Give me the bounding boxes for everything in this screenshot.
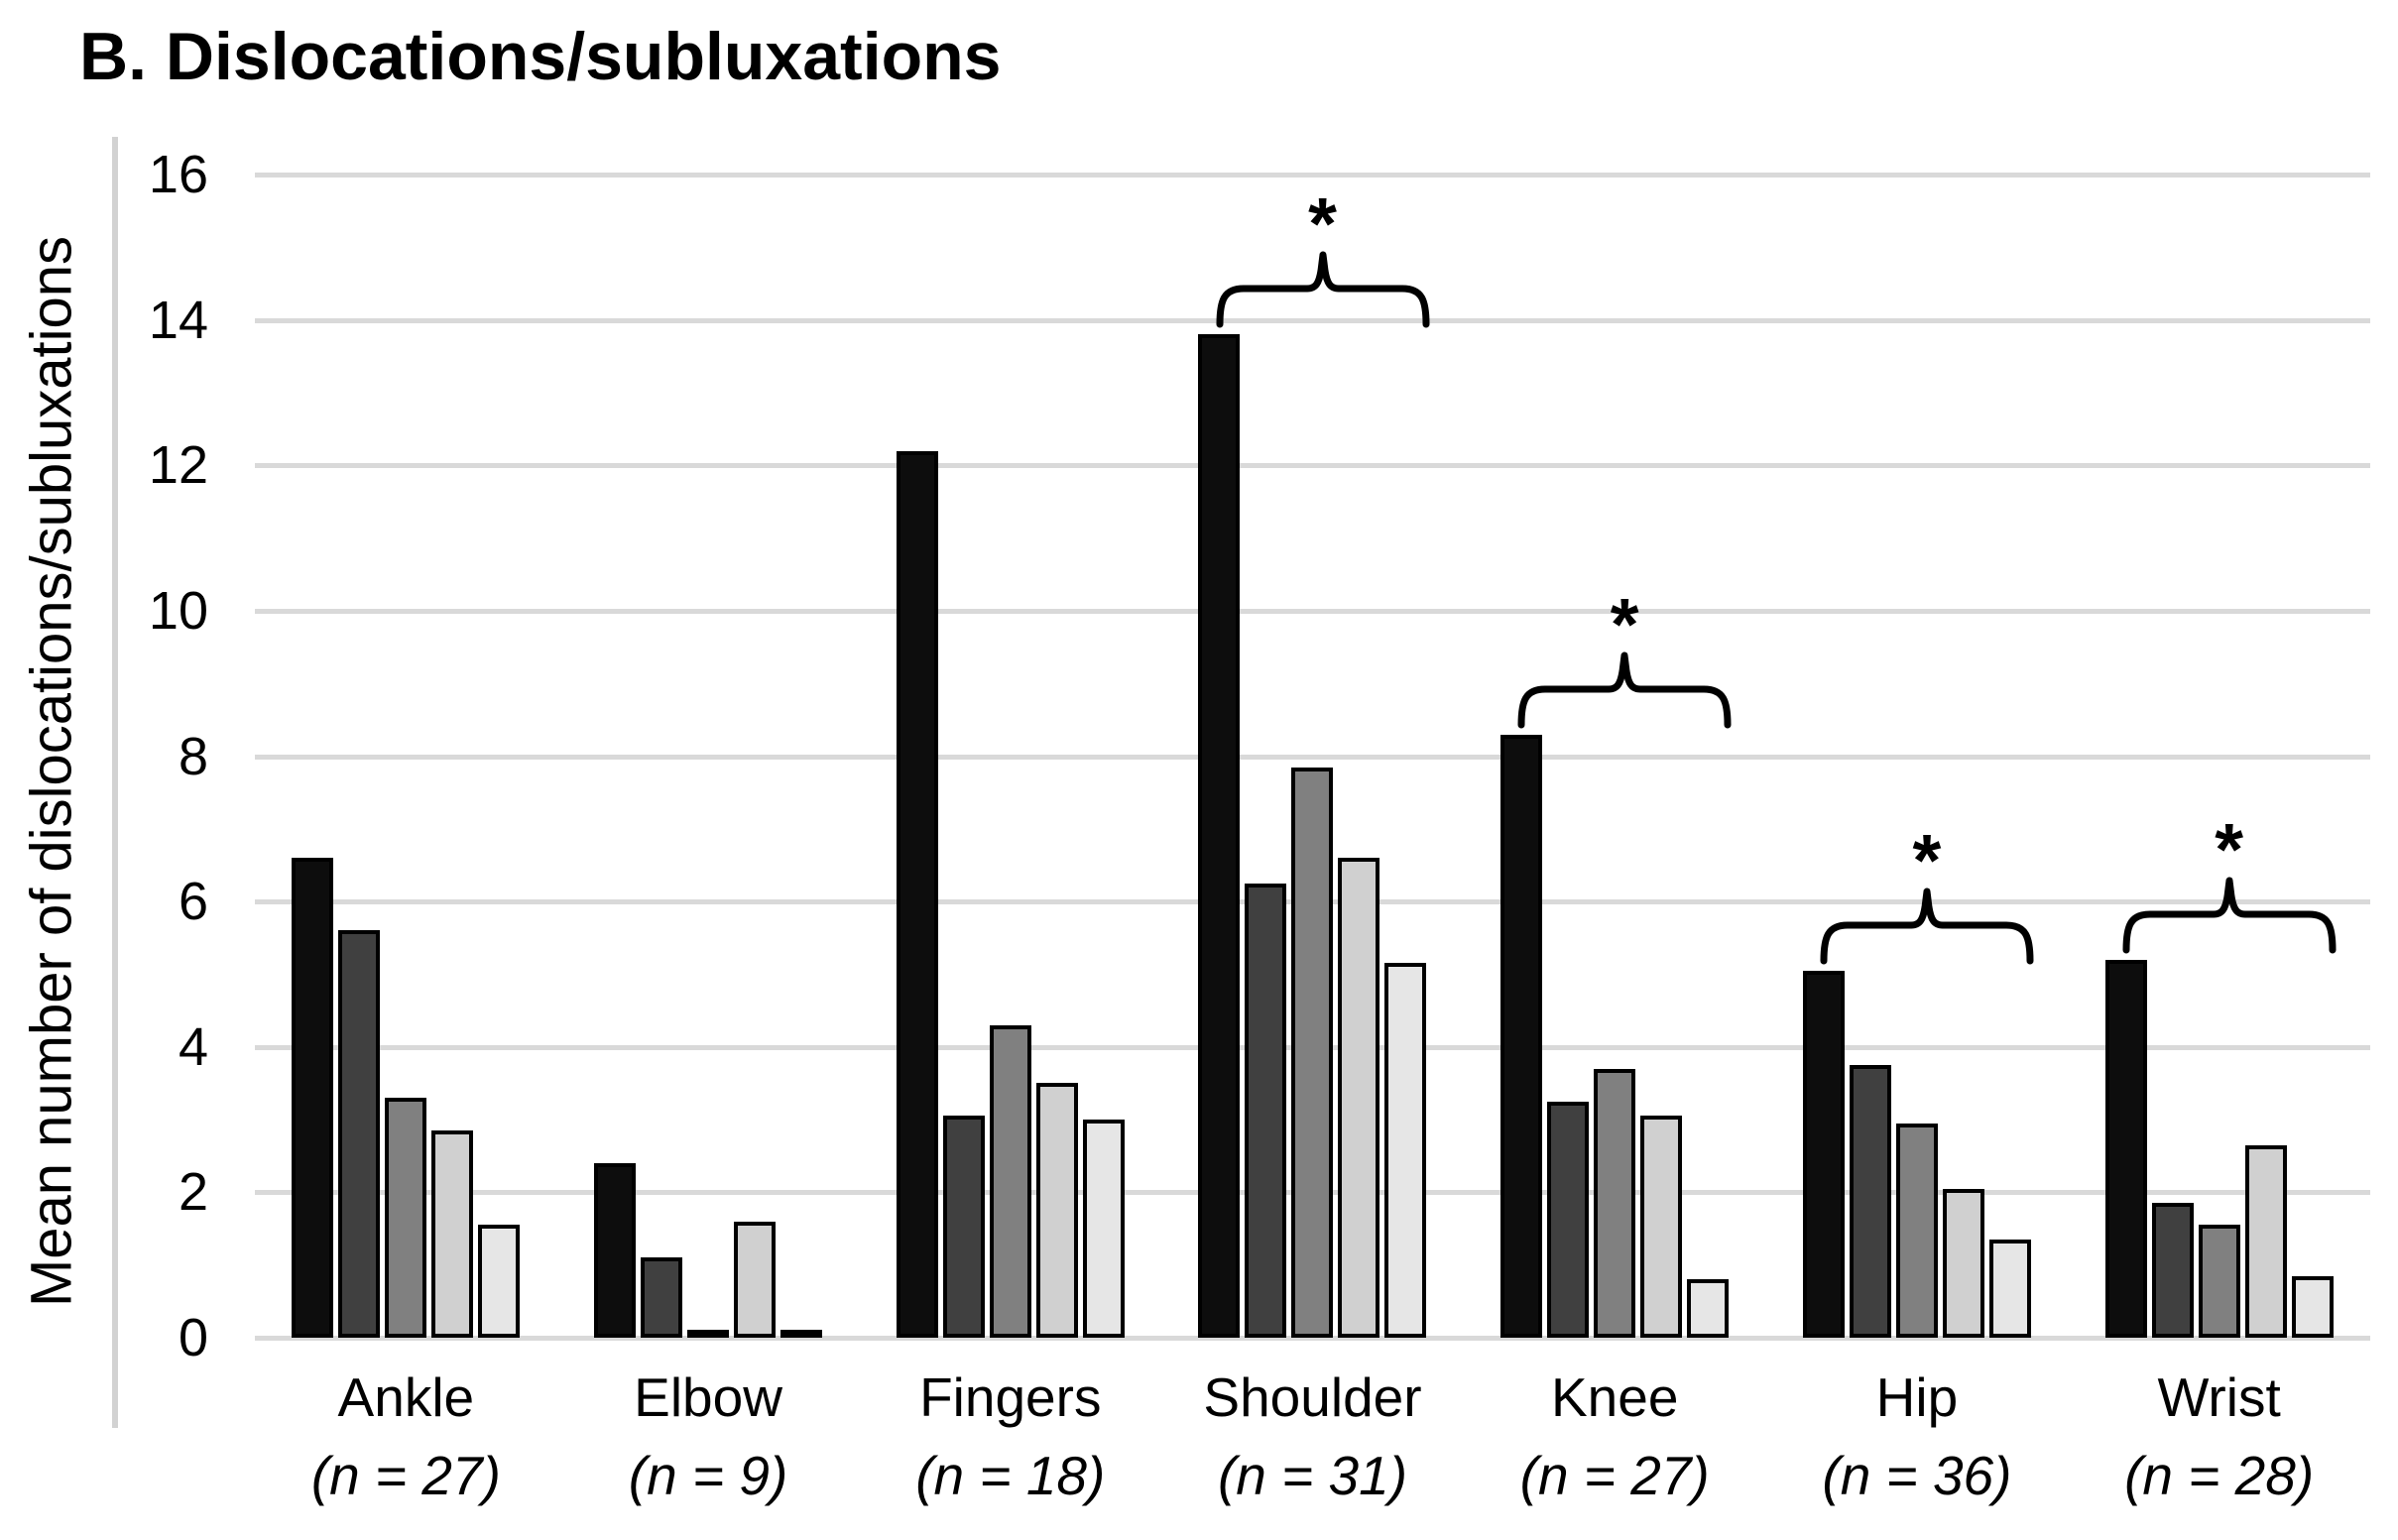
gridline [255, 317, 2370, 323]
category-label-block: Elbow (n = 9) [557, 1366, 860, 1508]
category-label: Fingers [919, 1366, 1102, 1428]
bar-series-5-lightest-gray [1082, 1120, 1125, 1338]
bar-series-5-lightest-gray [780, 1330, 823, 1338]
category-sublabel: (n = 27) [1519, 1445, 1710, 1507]
gridline [255, 173, 2370, 178]
category-label-block: Wrist (n = 28) [2068, 1366, 2370, 1508]
y-tick-label: 2 [178, 1162, 208, 1223]
gridline [255, 754, 2370, 760]
category-sublabel: (n = 18) [915, 1445, 1106, 1507]
y-axis-line [112, 137, 118, 1428]
significance-brace-icon [1517, 652, 1732, 728]
bar-series-1-black [1802, 970, 1845, 1338]
bar-series-1-black [2104, 959, 2147, 1338]
category-label-block: Shoulder (n = 31) [1161, 1366, 1464, 1508]
bar-group-elbow [557, 175, 860, 1338]
category-sublabel: (n = 27) [310, 1445, 501, 1507]
category-label-block: Knee (n = 27) [1464, 1366, 1766, 1508]
bar-series-2-dark-gray [1849, 1065, 1891, 1338]
bar-series-1-black [1500, 734, 1543, 1338]
bar-series-5-lightest-gray [1687, 1279, 1730, 1338]
bar-series-2-dark-gray [2151, 1203, 2194, 1338]
bar-series-3-medium-gray [1895, 1123, 1938, 1338]
significance-brace-icon [2122, 877, 2337, 954]
bar-series-3-medium-gray [385, 1098, 427, 1338]
bar-series-2-dark-gray [942, 1116, 985, 1338]
bar-series-4-light-gray [734, 1221, 777, 1338]
bar-group-wrist [2068, 175, 2370, 1338]
bar-group-shoulder [1161, 175, 1464, 1338]
category-label: Ankle [337, 1366, 475, 1428]
gridline [255, 463, 2370, 469]
bar-series-2-dark-gray [1245, 883, 1287, 1338]
significance-asterisk: * [1912, 818, 1942, 901]
bar-series-3-medium-gray [687, 1330, 730, 1338]
category-label: Elbow [634, 1366, 782, 1428]
bar-series-3-medium-gray [1594, 1068, 1636, 1338]
y-tick-label: 10 [148, 580, 208, 641]
bar-group-knee [1464, 175, 1766, 1338]
bar-series-2-dark-gray [338, 930, 381, 1338]
significance-asterisk: * [1308, 182, 1337, 266]
gridline [255, 1336, 2370, 1341]
bar-group-fingers [859, 175, 1161, 1338]
bar-series-3-medium-gray [989, 1024, 1031, 1338]
category-label: Shoulder [1203, 1366, 1422, 1428]
y-tick-label: 8 [178, 726, 208, 786]
plot-area [255, 173, 2370, 1341]
significance-brace-icon [1216, 251, 1429, 328]
y-tick-label: 0 [178, 1308, 208, 1367]
category-sublabel: (n = 9) [628, 1445, 788, 1507]
category-label-block: Fingers (n = 18) [859, 1366, 1161, 1508]
category-label-block: Hip (n = 36) [1766, 1366, 2069, 1508]
bar-series-1-black [1198, 334, 1241, 1338]
y-tick-label: 6 [178, 872, 208, 932]
bar-group-ankle [255, 175, 557, 1338]
bar-series-1-black [594, 1163, 637, 1338]
bar-series-2-dark-gray [641, 1257, 683, 1338]
bar-series-1-black [292, 858, 334, 1338]
bar-series-4-light-gray [1942, 1188, 1984, 1338]
bar-series-4-light-gray [1640, 1116, 1683, 1338]
gridline [255, 608, 2370, 614]
bar-series-3-medium-gray [1291, 767, 1334, 1338]
significance-asterisk: * [1610, 582, 1639, 665]
chart-title: B. Dislocations/subluxations [79, 19, 1002, 94]
significance-asterisk: * [2215, 807, 2244, 890]
significance-brace-icon [1820, 888, 2034, 965]
category-sublabel: (n = 28) [2124, 1445, 2315, 1507]
bar-series-5-lightest-gray [2291, 1275, 2334, 1338]
bar-series-4-light-gray [2244, 1144, 2287, 1338]
bar-series-4-light-gray [1035, 1083, 1078, 1338]
category-sublabel: (n = 36) [1822, 1445, 2012, 1507]
category-label: Hip [1875, 1366, 1959, 1428]
category-sublabel: (n = 31) [1217, 1445, 1408, 1507]
bar-series-2-dark-gray [1547, 1101, 1590, 1338]
y-tick-label: 14 [148, 290, 208, 350]
y-tick-label: 4 [178, 1016, 208, 1077]
bar-series-1-black [896, 450, 938, 1338]
bar-series-5-lightest-gray [478, 1225, 521, 1338]
bar-group-hip [1766, 175, 2069, 1338]
bar-series-4-light-gray [431, 1130, 474, 1338]
y-tick-label: 16 [148, 145, 208, 204]
bar-series-5-lightest-gray [1384, 963, 1427, 1338]
bar-series-5-lightest-gray [1988, 1240, 2031, 1338]
category-label: Knee [1550, 1366, 1679, 1428]
category-label-block: Ankle (n = 27) [255, 1366, 557, 1508]
y-tick-label: 12 [148, 435, 208, 496]
bar-series-4-light-gray [1338, 858, 1380, 1338]
category-label: Wrist [2157, 1366, 2281, 1428]
bar-series-3-medium-gray [2198, 1225, 2240, 1338]
